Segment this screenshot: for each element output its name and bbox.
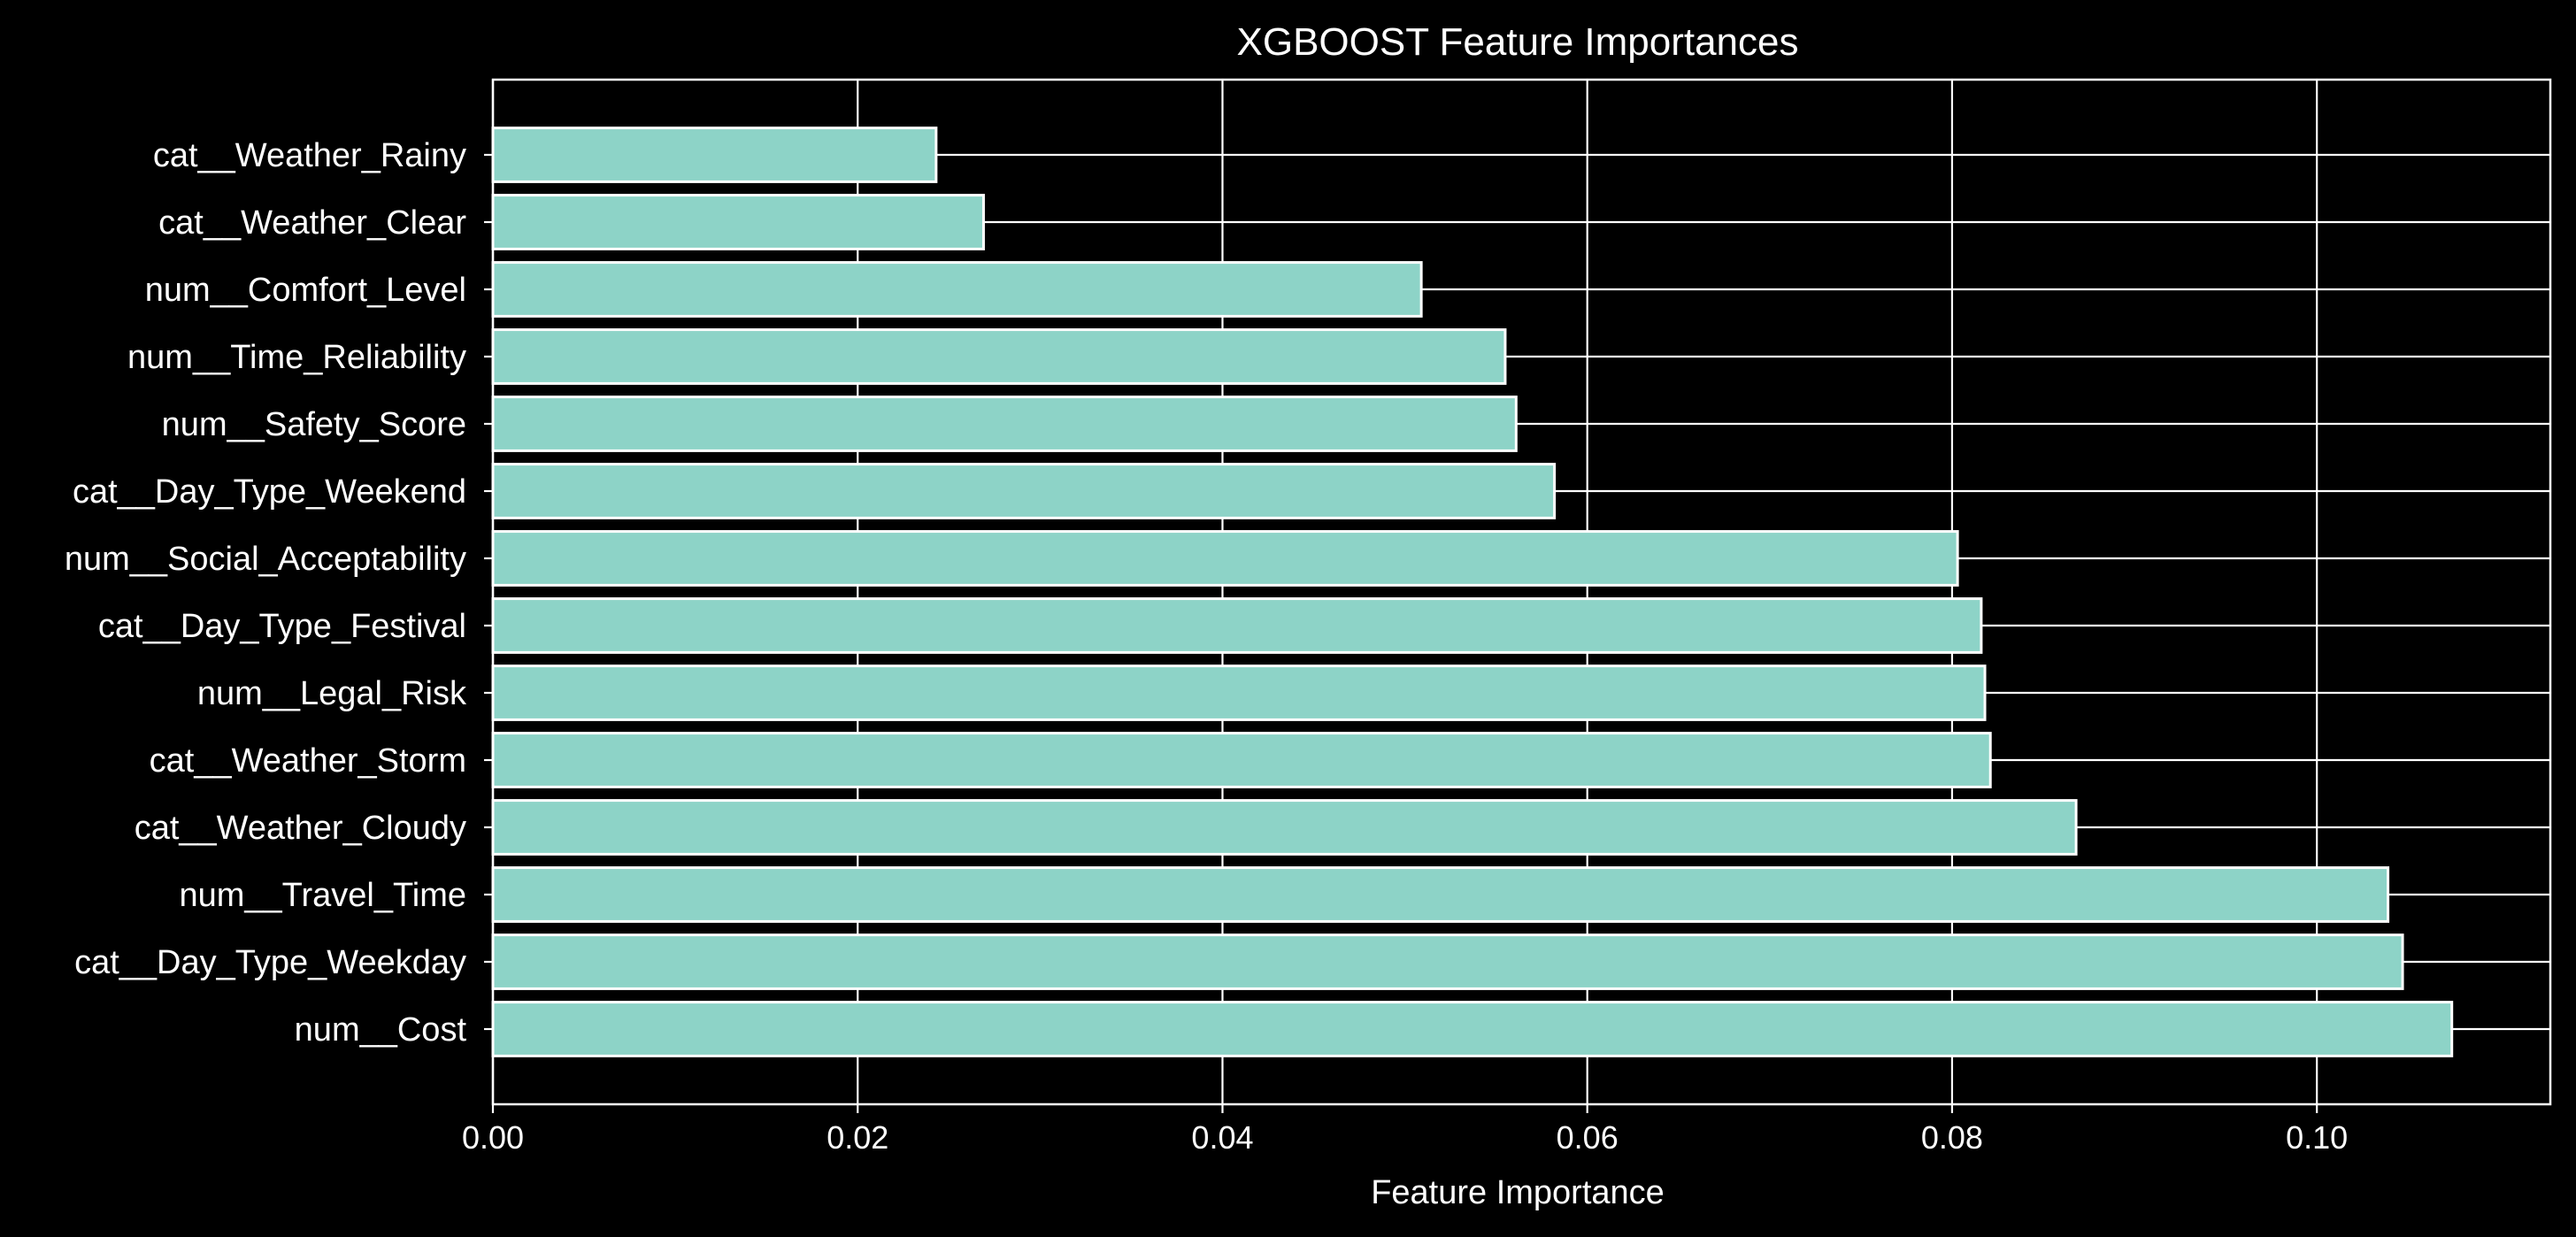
y-tick-label: cat__Day_Type_Festival: [98, 608, 466, 645]
bar-cat__Weather_Clear: [491, 194, 985, 250]
y-tick-label: cat__Weather_Cloudy: [135, 810, 466, 847]
x-tick-label: 0.00: [462, 1119, 524, 1156]
bar-layer: [491, 127, 2454, 1057]
bar-num__Legal_Risk: [491, 665, 1987, 721]
y-tick-label: num__Time_Reliability: [127, 339, 466, 376]
bar-num__Comfort_Level: [491, 261, 1423, 318]
plot-frame: [491, 78, 2552, 1106]
bar-cat__Day_Type_Weekend: [491, 463, 1557, 519]
bar-cat__Weather_Storm: [491, 732, 1992, 788]
y-tick-label: cat__Weather_Storm: [150, 742, 466, 780]
x-tick-label: 0.06: [1557, 1119, 1619, 1156]
x-tick-label: 0.02: [827, 1119, 888, 1156]
bar-cat__Weather_Cloudy: [491, 799, 2078, 856]
bar-num__Safety_Score: [491, 396, 1518, 452]
y-tick-label: num__Travel_Time: [179, 877, 466, 914]
bar-cat__Day_Type_Weekday: [491, 934, 2404, 990]
y-tick-label: num__Comfort_Level: [145, 272, 466, 309]
y-tick-label: cat__Day_Type_Weekday: [74, 944, 466, 981]
x-tick-label: 0.10: [2286, 1119, 2348, 1156]
bar-cat__Weather_Rainy: [491, 127, 938, 183]
bar-num__Cost: [491, 1001, 2454, 1057]
y-tick-label: cat__Day_Type_Weekend: [73, 473, 466, 511]
y-tick-label: cat__Weather_Rainy: [153, 137, 466, 174]
bar-num__Social_Acceptability: [491, 530, 1959, 587]
y-tick-label: num__Safety_Score: [162, 406, 466, 443]
y-tick-label: num__Social_Acceptability: [65, 541, 466, 578]
y-tick-label: num__Legal_Risk: [197, 675, 467, 712]
x-tick-label: 0.04: [1191, 1119, 1253, 1156]
bar-num__Travel_Time: [491, 866, 2390, 923]
y-tick-label: cat__Weather_Clear: [158, 204, 466, 242]
chart-title: XGBOOST Feature Importances: [1237, 20, 1799, 64]
x-axis-label: Feature Importance: [1371, 1174, 1665, 1211]
bar-cat__Day_Type_Festival: [491, 597, 1983, 654]
bar-num__Time_Reliability: [491, 328, 1507, 385]
y-tick-label: num__Cost: [295, 1011, 467, 1049]
tick-layer: 0.00 0.02 0.04 0.06 0.08 0.10 cat__Weather_Rai…: [65, 137, 2348, 1156]
x-tick-label: 0.08: [1921, 1119, 1983, 1156]
